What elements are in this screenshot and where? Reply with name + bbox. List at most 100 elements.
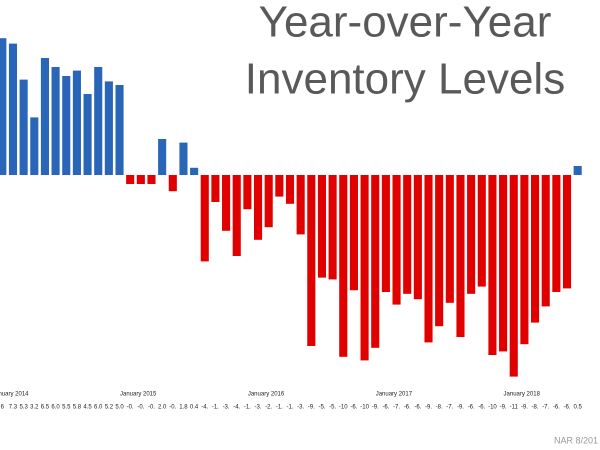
- value-label: -1.: [244, 405, 251, 411]
- bar: [147, 175, 156, 184]
- value-label: -5.: [329, 405, 336, 411]
- bar: [72, 70, 81, 175]
- bar: [104, 81, 113, 175]
- bar: [381, 175, 390, 292]
- bar: [62, 76, 71, 175]
- value-label: -6.: [414, 405, 421, 411]
- value-label: 5.5: [62, 405, 71, 411]
- bar: [456, 175, 465, 337]
- value-label: 3.2: [30, 405, 39, 411]
- bar: [94, 67, 103, 175]
- source-note: NAR 8/201: [554, 435, 598, 445]
- value-label: -1.: [286, 405, 293, 411]
- bar: [477, 175, 486, 287]
- bar: [424, 175, 433, 343]
- bar: [275, 175, 284, 197]
- bar: [371, 175, 380, 348]
- value-label: -8.: [436, 405, 443, 411]
- value-label: 2.0: [158, 405, 167, 411]
- bar: [253, 175, 263, 240]
- value-label: -3.: [255, 405, 262, 411]
- bar: [232, 175, 241, 256]
- value-label: -9.: [372, 405, 379, 411]
- value-label: -3.: [223, 405, 230, 411]
- bar: [200, 175, 209, 262]
- bar: [328, 175, 337, 280]
- value-label: 5.3: [19, 405, 28, 411]
- value-label: -9.: [308, 405, 315, 411]
- value-label: -2.: [265, 405, 272, 411]
- bar: [190, 167, 199, 175]
- value-label: -9.: [425, 405, 432, 411]
- bar: [435, 175, 444, 327]
- value-label: 0.4: [190, 405, 199, 411]
- value-label: -7.: [446, 405, 453, 411]
- value-label: -7.: [542, 405, 549, 411]
- value-label: 4.5: [83, 405, 92, 411]
- bar: [488, 175, 497, 355]
- x-tick-label: January 2014: [0, 392, 29, 398]
- bar: [520, 175, 529, 345]
- x-tick-label: January 2017: [376, 392, 413, 398]
- bar: [360, 175, 369, 361]
- bar: [8, 43, 18, 175]
- value-label: -6.: [553, 405, 560, 411]
- value-label: -10: [488, 405, 497, 411]
- value-label: -7.: [393, 405, 400, 411]
- bar: [541, 175, 550, 307]
- value-label: -0.: [148, 405, 155, 411]
- bar: [136, 175, 145, 184]
- value-label: -6.: [564, 405, 571, 411]
- value-label: 7.3: [9, 405, 18, 411]
- bar: [467, 175, 476, 294]
- bar: [403, 175, 412, 294]
- bar: [499, 175, 508, 352]
- value-label: -6.: [468, 405, 475, 411]
- bar: [51, 67, 60, 175]
- bar: [158, 139, 167, 175]
- value-label: -6.: [382, 405, 389, 411]
- value-label: -1.: [212, 405, 219, 411]
- value-label: -9.: [457, 405, 464, 411]
- bar: [349, 175, 358, 291]
- value-label: -10: [339, 405, 348, 411]
- value-label: -0.: [169, 405, 176, 411]
- bar: [40, 58, 49, 175]
- value-label: 6: [1, 405, 5, 411]
- value-label: -6.: [404, 405, 411, 411]
- bar: [222, 175, 231, 231]
- bar: [296, 175, 305, 235]
- value-label: -8.: [532, 405, 539, 411]
- value-label: -1.: [276, 405, 283, 411]
- chart-title: Inventory Levels: [245, 55, 565, 104]
- bar: [19, 79, 28, 175]
- bar: [285, 175, 295, 204]
- value-label: 6.0: [94, 405, 103, 411]
- bar: [168, 175, 177, 192]
- x-tick-label: January 2015: [120, 392, 157, 398]
- bar: [317, 175, 327, 278]
- value-label: -3.: [297, 405, 304, 411]
- bar: [509, 175, 518, 377]
- value-label: -11: [510, 405, 519, 411]
- value-label: 5.2: [105, 405, 114, 411]
- bar: [413, 175, 422, 300]
- bar: [83, 94, 92, 175]
- value-label: -9.: [500, 405, 507, 411]
- bar: [573, 166, 582, 175]
- bar: [243, 175, 252, 210]
- value-label: -5.: [318, 405, 325, 411]
- value-label: 5.0: [115, 405, 124, 411]
- bar: [0, 38, 7, 176]
- bar: [552, 175, 561, 292]
- bar: [211, 175, 220, 202]
- value-label: -6.: [478, 405, 485, 411]
- value-label: -9.: [521, 405, 528, 411]
- bar: [115, 85, 124, 175]
- value-label: -0.: [137, 405, 144, 411]
- bar: [179, 142, 188, 175]
- bar: [531, 175, 540, 323]
- bar: [307, 175, 316, 346]
- value-label: -6.: [350, 405, 357, 411]
- bar: [30, 117, 39, 175]
